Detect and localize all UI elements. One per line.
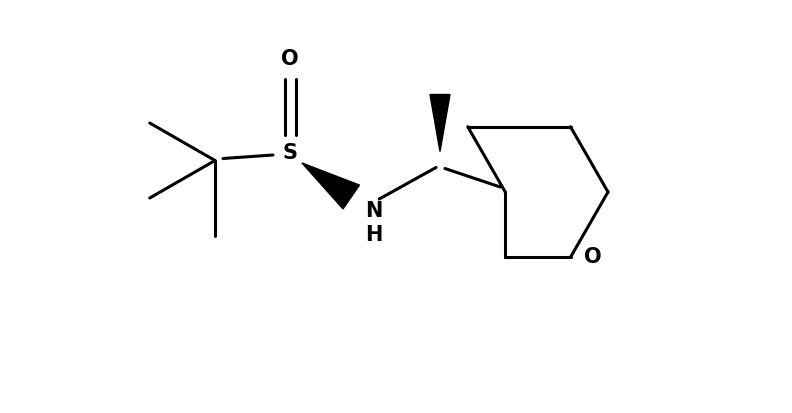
Text: H: H xyxy=(365,225,383,245)
Polygon shape xyxy=(430,95,450,152)
Text: O: O xyxy=(281,49,299,69)
Text: O: O xyxy=(584,247,601,267)
Polygon shape xyxy=(302,163,360,209)
Text: N: N xyxy=(365,201,383,221)
Text: S: S xyxy=(283,143,298,163)
